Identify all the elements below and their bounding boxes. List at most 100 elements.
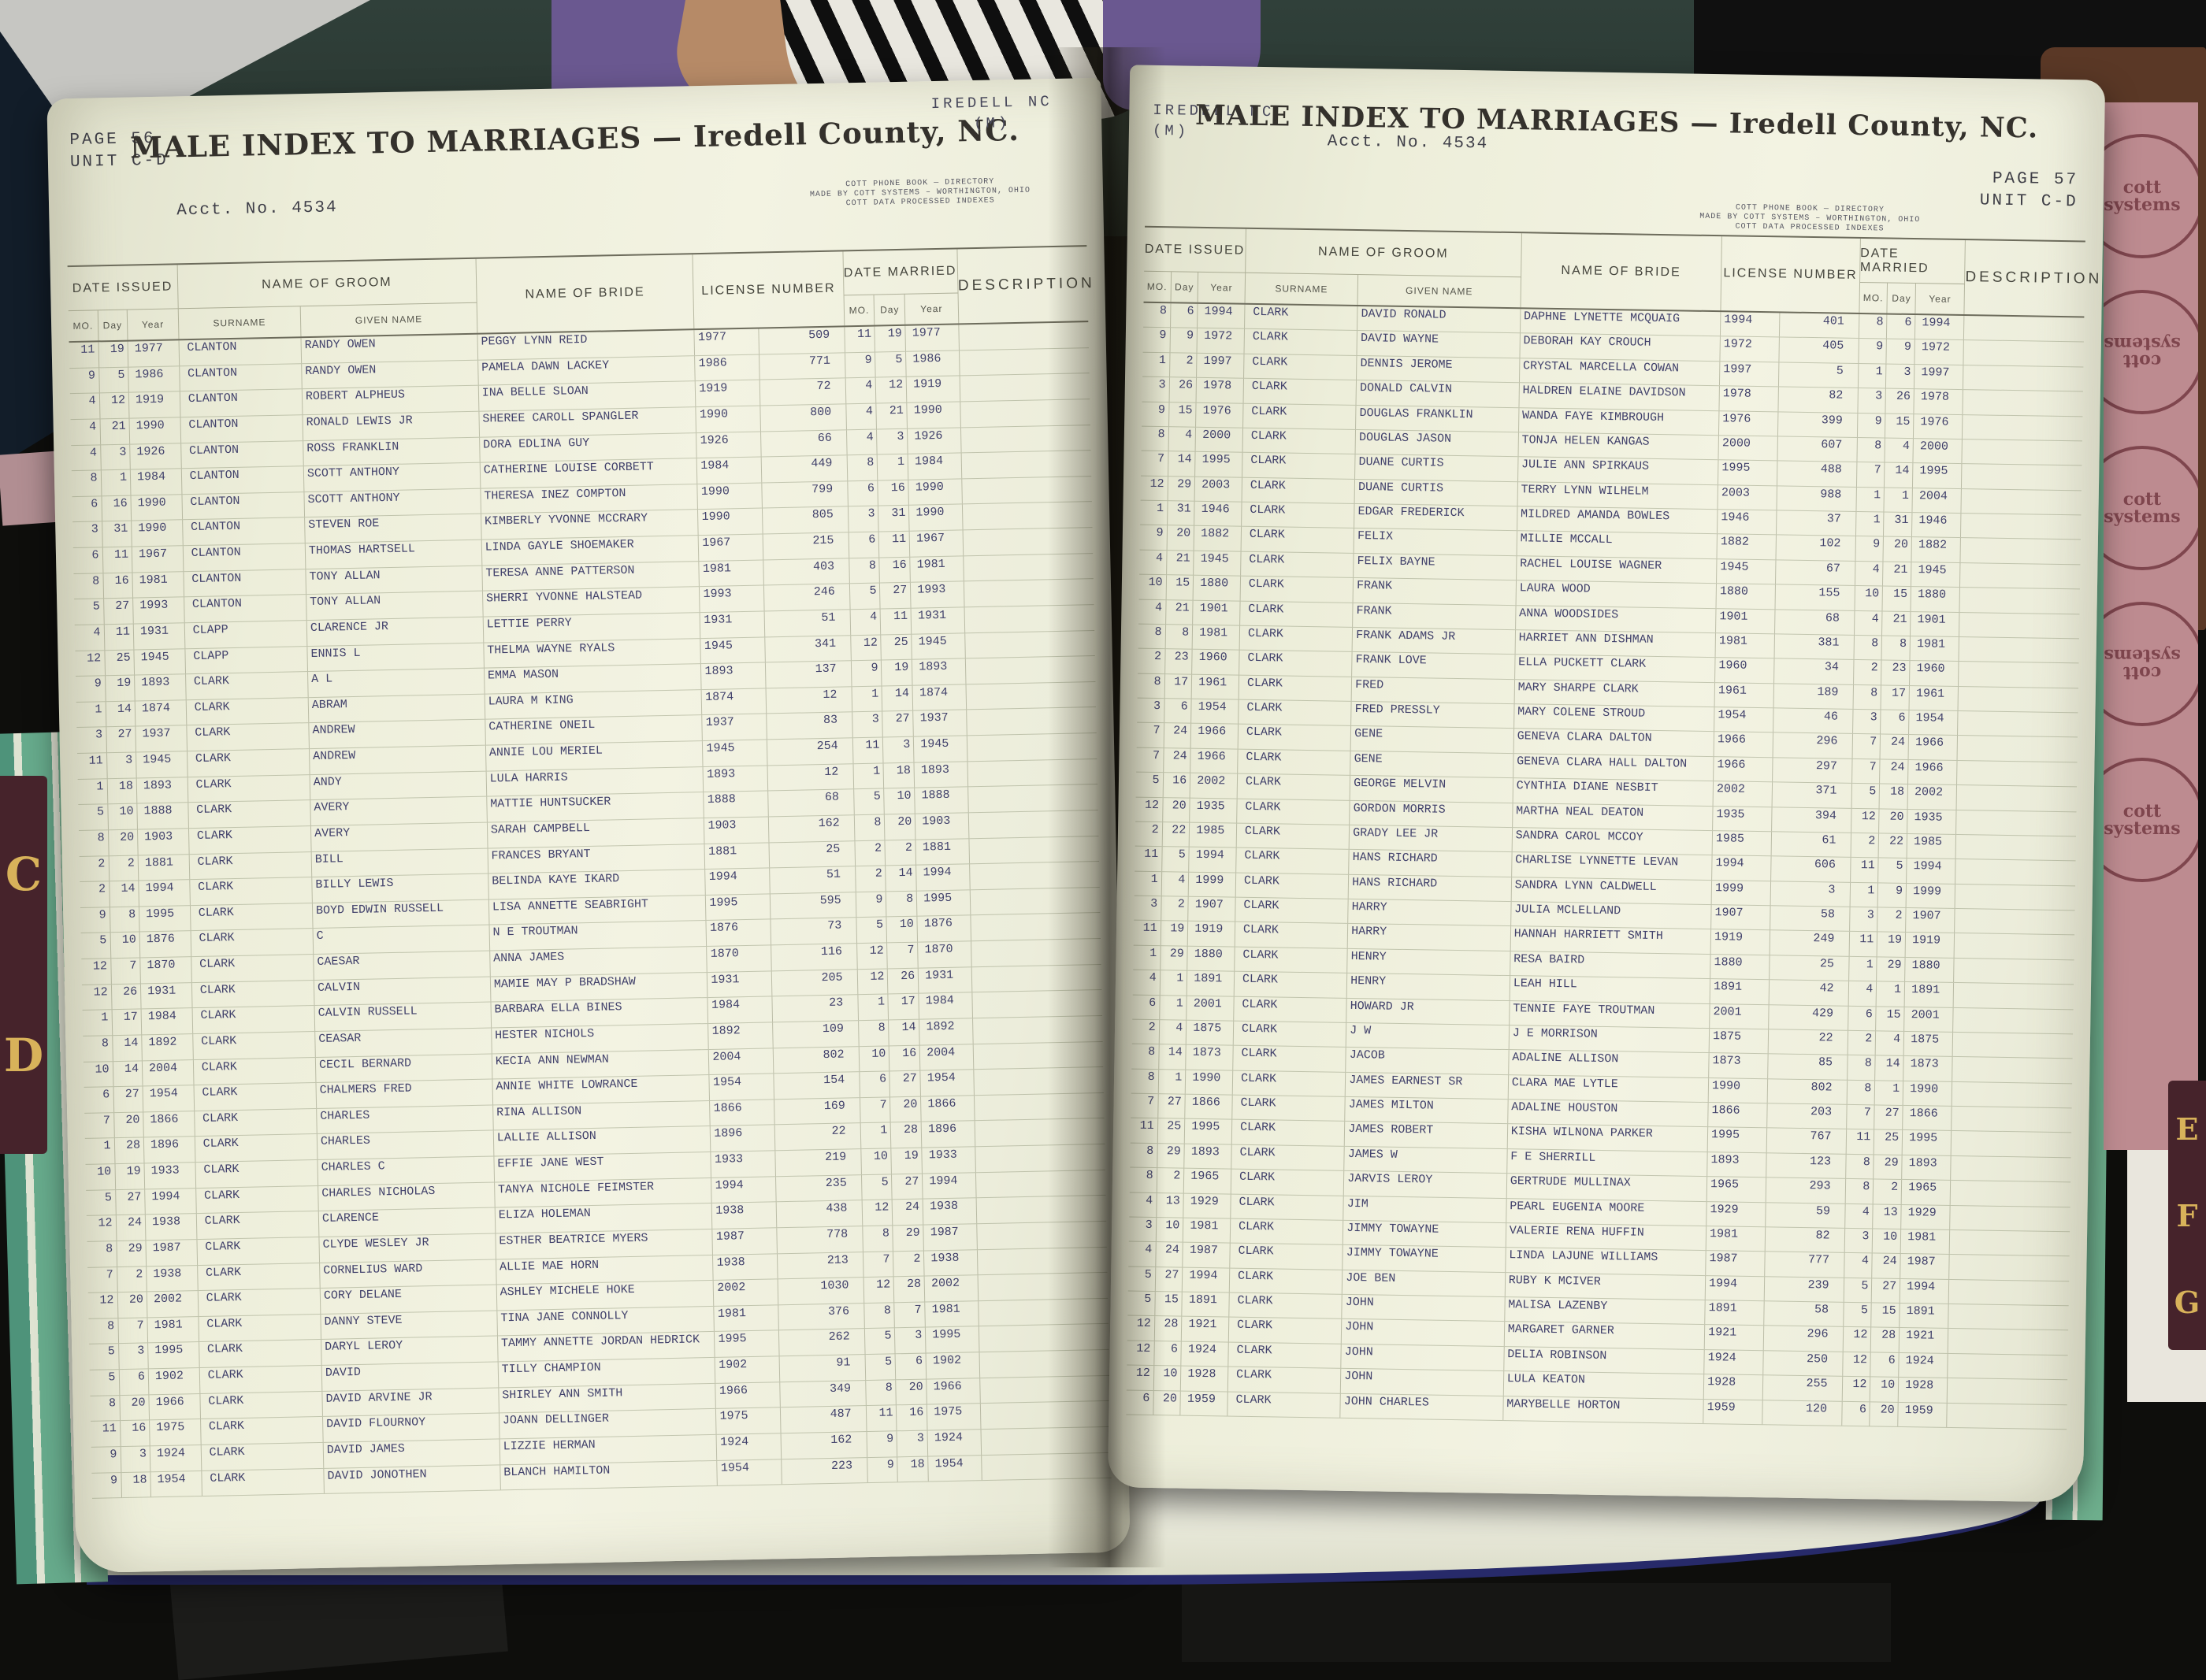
married-year: 1903 <box>915 813 969 840</box>
married-mo: 1 <box>1850 882 1879 907</box>
married-day: 9 <box>1877 883 1907 908</box>
groom-surname: CLARK <box>189 851 313 880</box>
license-no: 349 <box>780 1380 867 1407</box>
married-day: 14 <box>889 1019 920 1045</box>
issued-year: 1987 <box>1183 1242 1231 1268</box>
issued-mo: 12 <box>81 984 113 1011</box>
license-no: 169 <box>774 1097 861 1125</box>
issued-day: 27 <box>106 726 137 753</box>
bride-name: LINDA GAYLE SHOEMAKER <box>481 536 700 566</box>
groom-given: J W <box>1346 1022 1510 1050</box>
groom-surname: CLARK <box>1235 897 1349 924</box>
bride-name: DEBORAH KAY CROUCH <box>1520 333 1721 361</box>
issued-year: 1990 <box>131 495 183 521</box>
groom-given: A L <box>308 668 485 697</box>
issued-mo: 3 <box>72 521 103 548</box>
married-mo: 8 <box>1847 1080 1876 1105</box>
license-no: 154 <box>774 1072 860 1100</box>
description <box>1952 1107 2071 1133</box>
groom-given: RANDY OWEN <box>301 334 478 363</box>
issued-year: 1987 <box>146 1239 198 1266</box>
issued-year: 1875 <box>1186 1020 1235 1045</box>
married-year: 1966 <box>1908 735 1959 760</box>
issued-day: 24 <box>1163 747 1191 773</box>
license-no: 137 <box>765 661 852 688</box>
married-day: 28 <box>891 1122 923 1148</box>
married-year: 1931 <box>919 966 972 993</box>
married-mo: 2 <box>855 840 886 866</box>
license-year: 1931 <box>707 970 773 998</box>
issued-year: 1931 <box>140 982 193 1009</box>
issued-day: 6 <box>119 1369 150 1395</box>
groom-given: JOHN <box>1342 1319 1505 1346</box>
license-year: 1875 <box>1709 1028 1770 1054</box>
married-year: 1954 <box>928 1455 982 1482</box>
married-day: 4 <box>1885 438 1914 463</box>
license-no: 205 <box>771 969 859 996</box>
license-no: 46 <box>1773 708 1854 734</box>
groom-given: CHARLES C <box>318 1156 495 1185</box>
groom-given: RONALD LEWIS JR <box>303 411 480 440</box>
married-day: 3 <box>1886 364 1915 389</box>
bride-name: MALISA LAZENBY <box>1505 1297 1706 1325</box>
ledger-page-57[interactable]: IREDELL NC (M) Acct. No. 4534 MALE INDEX … <box>1107 65 2106 1503</box>
license-no: 488 <box>1777 461 1858 487</box>
index-tab-efg[interactable]: E F G <box>2168 1081 2206 1350</box>
bride-name: SHIRLEY ANN SMITH <box>499 1383 717 1413</box>
groom-surname: CLARK <box>192 1031 316 1059</box>
table-column-headers: DATE ISSUED MO. Day Year NAME OF GROOM S… <box>1143 225 2102 318</box>
married-day: 14 <box>886 865 918 892</box>
groom-given: JIMMY TOWAYNE <box>1343 1245 1506 1272</box>
col-bride: NAME OF BRIDE <box>1521 233 1722 311</box>
married-year: 1993 <box>911 581 965 608</box>
license-year: 1994 <box>1705 1275 1766 1301</box>
description <box>1955 885 2075 910</box>
issued-day: 3 <box>121 1446 151 1472</box>
married-mo: 4 <box>1844 1203 1874 1229</box>
married-mo: 9 <box>845 352 877 378</box>
groom-given: JOHN <box>1341 1368 1505 1396</box>
license-no: 42 <box>1769 980 1849 1006</box>
issued-day: 3 <box>100 444 131 470</box>
married-year: 1924 <box>927 1430 982 1456</box>
married-year: 2001 <box>1904 1007 1954 1032</box>
issued-day: 19 <box>115 1163 146 1189</box>
description <box>1957 785 2077 811</box>
groom-given: HENRY <box>1346 973 1510 1000</box>
description <box>1952 1131 2071 1157</box>
groom-surname: CLARK <box>1228 1317 1343 1344</box>
license-year: 1874 <box>702 688 767 715</box>
issued-year: 1945 <box>1194 551 1242 576</box>
issued-year: 1990 <box>1186 1070 1234 1095</box>
license-no: 116 <box>771 944 858 970</box>
groom-surname: CLARK <box>1242 428 1357 454</box>
issued-mo: 1 <box>76 702 106 728</box>
married-mo: 10 <box>1855 586 1884 610</box>
bride-name: JULIE ANN SPIRKAUS <box>1517 457 1719 484</box>
cott-systems-stamp: cott systems <box>2104 446 2198 570</box>
license-no: 509 <box>759 327 845 354</box>
license-year: 1994 <box>711 1176 777 1203</box>
groom-surname: CLARK <box>194 1083 318 1111</box>
married-mo: 6 <box>1848 1006 1877 1031</box>
description <box>1952 1082 2072 1108</box>
issued-day: 2 <box>109 855 139 881</box>
groom-surname: CLARK <box>1234 971 1348 998</box>
ledger-page-56[interactable]: PAGE 56 UNIT C-D MALE INDEX TO MARRIAGES … <box>46 77 1131 1574</box>
married-year: 1990 <box>907 402 961 428</box>
groom-given: CALVIN RUSSELL <box>314 1002 492 1031</box>
groom-given: GENE <box>1350 751 1514 778</box>
bride-name: LIZZIE HERMAN <box>500 1434 718 1464</box>
issued-year: 1902 <box>148 1368 201 1394</box>
license-year: 1995 <box>1707 1127 1768 1153</box>
issued-year: 1990 <box>129 417 181 444</box>
license-no: 51 <box>770 866 856 894</box>
license-year: 1987 <box>1706 1251 1766 1276</box>
issued-day: 20 <box>1162 797 1190 822</box>
issued-year: 1907 <box>1188 896 1236 922</box>
license-year: 2002 <box>714 1279 779 1306</box>
county-corner-label: IREDELL NC (M) <box>930 93 1053 133</box>
issued-mo: 5 <box>86 1189 117 1216</box>
married-mo: 9 <box>1858 339 1888 364</box>
